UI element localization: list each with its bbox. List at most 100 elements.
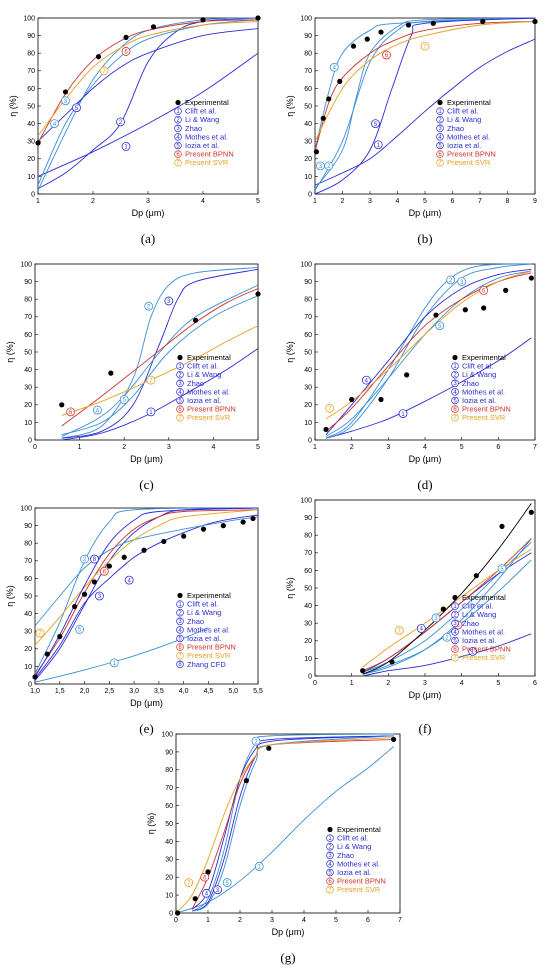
series-marker-label: 1 <box>124 145 128 151</box>
legend-marker-label: 6 <box>178 645 182 651</box>
legend-marker <box>451 610 459 619</box>
y-tick-label: 60 <box>304 332 312 339</box>
legend-entry: Present SVR <box>447 158 491 167</box>
experimental-point <box>141 547 147 553</box>
x-tick-label: 2 <box>341 198 345 205</box>
series-line <box>362 552 532 673</box>
legend-entry: Iozia et al. <box>187 634 221 643</box>
legend: Experimental 1 Clift et al. 2 Li & Wang 3 Zhao… <box>451 593 511 662</box>
y-tick-label: 60 <box>24 576 32 583</box>
legend-marker <box>451 628 459 636</box>
experimental-point <box>481 305 487 311</box>
experimental-point <box>326 96 332 102</box>
x-tick-label: 5 <box>256 198 260 205</box>
legend-entry: Present SVR <box>187 413 231 422</box>
series-marker-label: 7 <box>423 44 427 50</box>
experimental-point <box>200 526 207 532</box>
series-marker-label: 4 <box>420 627 424 633</box>
experimental-point <box>240 519 246 525</box>
experimental-point <box>255 291 261 297</box>
chart-panel: 0 10 20 30 40 50 60 70 80 90 100 1,0 1,5 2,0 2,5 3,0 3,5… <box>5 505 263 736</box>
experimental-point <box>391 736 397 742</box>
legend-entry: Zhang CFD <box>187 660 226 669</box>
y-tick-label: 40 <box>24 611 32 618</box>
legend: Experimental 1 Clift et al. 2 Li & Wang 3 Zhao… <box>436 98 496 167</box>
y-tick-label: 10 <box>24 420 32 427</box>
legend-marker-label: 7 <box>453 656 457 662</box>
series-line <box>34 509 259 676</box>
series-marker <box>116 117 125 127</box>
legend-marker <box>174 107 182 115</box>
legend-marker <box>436 158 444 167</box>
y-tick-label: 10 <box>304 174 312 181</box>
legend-entry: Present SVR <box>462 653 506 662</box>
experimental-point <box>320 115 326 121</box>
y-tick-label: 50 <box>24 593 32 600</box>
y-tick-label: 90 <box>165 749 173 756</box>
x-tick-label: 4,0 <box>179 688 189 695</box>
x-tick-label: 3 <box>368 198 372 205</box>
legend-entry: Clift et al. <box>447 107 478 116</box>
x-tick-label: 3 <box>167 444 171 451</box>
experimental-point <box>440 606 446 612</box>
series-line <box>37 52 259 177</box>
legend-marker-label: 8 <box>178 662 182 668</box>
chart-panel: 0 10 20 30 40 50 60 70 80 90 100 0 1 2 3 4 5 6 7 Dp (μm) η (… <box>146 731 402 965</box>
series-line <box>61 268 259 439</box>
legend-entry: Present BPNN <box>185 150 234 159</box>
legend-marker-label: 5 <box>328 870 332 876</box>
series-line <box>34 627 209 683</box>
experimental-point <box>243 777 249 784</box>
y-tick-label: 10 <box>304 656 312 663</box>
x-tick-label: 4 <box>460 680 464 687</box>
series-marker <box>435 321 445 331</box>
x-tick-label: 5 <box>496 680 500 687</box>
legend-marker-label: 5 <box>453 638 457 644</box>
legend-marker-label: 2 <box>453 613 457 619</box>
legend-marker <box>451 362 459 370</box>
x-tick-label: 4 <box>201 198 205 205</box>
legend-marker <box>451 370 459 379</box>
y-tick-label: 40 <box>24 367 32 374</box>
x-axis-label: Dp (μm) <box>409 454 442 464</box>
series-marker-label: 3 <box>460 280 464 286</box>
x-tick-label: 5,0 <box>228 688 238 695</box>
x-axis-label: Dp (μm) <box>272 927 305 937</box>
experimental-point <box>323 426 329 433</box>
series-marker <box>201 888 211 898</box>
x-tick-label: 1 <box>313 198 317 205</box>
legend-entry: Present BPNN <box>462 645 511 654</box>
legend-marker-label: 6 <box>438 152 442 158</box>
series-line <box>191 735 394 912</box>
legend-marker <box>436 150 444 158</box>
experimental-point <box>81 591 88 597</box>
y-tick-label: 0 <box>169 910 173 917</box>
y-tick-label: 70 <box>24 314 32 321</box>
legend: Experimental 1 Clift et al. 2 Li & Wang 3 Zhao… <box>174 98 234 167</box>
experimental-point <box>44 651 50 657</box>
experimental-point <box>528 509 534 515</box>
series-marker <box>325 403 335 413</box>
series-marker-label: 2 <box>449 278 453 284</box>
legend-marker-label: 6 <box>176 152 180 158</box>
legend-marker <box>451 645 459 653</box>
chart-panel: 0 10 20 30 40 50 60 70 80 90 100 1 2 3 4 5 6 7 Dp (μm) η (%… <box>285 261 537 492</box>
legend-entry: Zhao <box>187 617 204 626</box>
series-marker <box>61 96 70 106</box>
x-tick-label: 1 <box>36 198 40 205</box>
series-marker-label: 7 <box>102 69 106 75</box>
series-marker-label: 2 <box>254 739 258 745</box>
x-tick-label: 1 <box>78 444 82 451</box>
legend-marker <box>176 413 184 422</box>
legend-marker <box>176 643 184 651</box>
chart-panel: 0 10 20 30 40 50 60 70 80 90 100 1 2 3 4 5 Dp (μm) η (%) (… <box>8 15 261 246</box>
legend-experimental-dot <box>452 594 458 601</box>
series-line <box>37 19 259 144</box>
series-marker <box>442 632 452 642</box>
series-line <box>37 28 259 142</box>
legend-entry: Zhao <box>447 124 464 133</box>
experimental-point <box>433 312 439 318</box>
legend-entry: Li & Wang <box>187 608 221 617</box>
experimental-point <box>150 24 157 30</box>
legend-marker-label: 4 <box>178 390 182 396</box>
